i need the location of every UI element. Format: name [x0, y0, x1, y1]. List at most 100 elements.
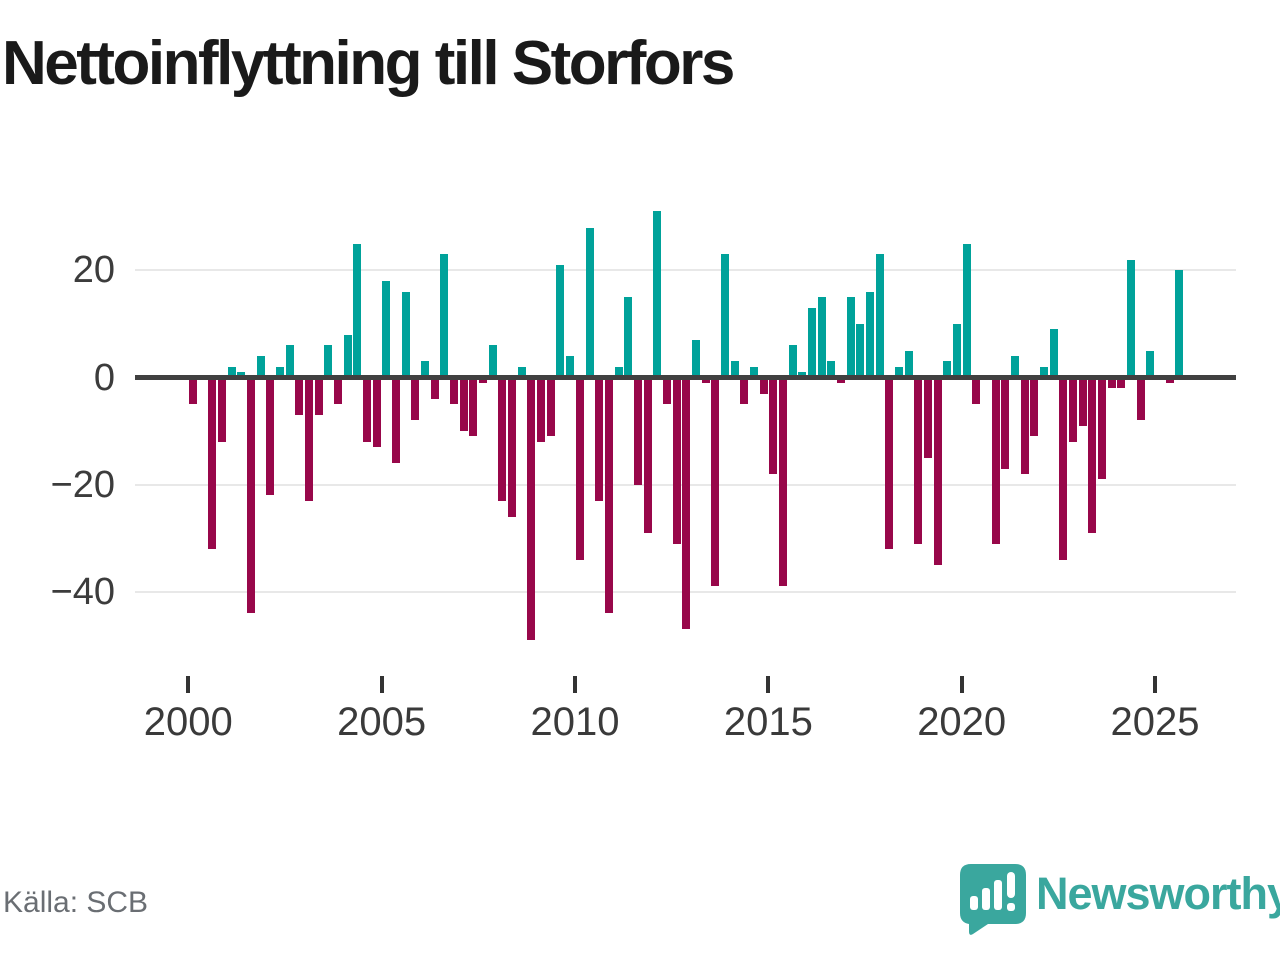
bar-positive [653, 211, 662, 378]
bar-positive [943, 361, 952, 378]
bar-negative [575, 377, 584, 560]
bar-negative [498, 377, 507, 501]
bar-negative [662, 377, 671, 405]
bar-negative [527, 377, 536, 640]
bar-negative [836, 377, 845, 383]
bar-positive [227, 366, 236, 378]
bar-negative [479, 377, 488, 383]
bar-negative [759, 377, 768, 394]
bar-negative [1097, 377, 1106, 480]
bar-positive [720, 254, 729, 378]
bar-negative [885, 377, 894, 549]
bar-positive [1010, 356, 1019, 378]
bar-positive [807, 307, 816, 378]
bar-positive [749, 366, 758, 378]
bar-negative [459, 377, 468, 432]
bar-negative [392, 377, 401, 464]
bar-positive [614, 366, 623, 378]
x-axis-tick [1153, 676, 1158, 693]
bar-positive [1049, 329, 1058, 378]
bar-negative [701, 377, 710, 383]
bar-positive [488, 345, 497, 378]
x-axis-tick [959, 676, 964, 693]
chart-title: Nettoinflyttning till Storfors [2, 29, 735, 98]
y-axis-label: −40 [50, 570, 115, 613]
newsworthy-logo: Newsworthy [958, 860, 1280, 936]
bar-positive [237, 372, 246, 378]
bar-positive [730, 361, 739, 378]
bar-negative [633, 377, 642, 485]
x-axis-label: 2010 [530, 700, 620, 744]
bar-negative [933, 377, 942, 565]
bar-negative [682, 377, 691, 630]
bar-positive [440, 254, 449, 378]
x-axis-tick [186, 676, 191, 693]
bar-positive [256, 356, 265, 378]
bar-negative [266, 377, 275, 496]
bar-positive [817, 297, 826, 378]
bar-negative [546, 377, 555, 437]
bar-negative [991, 377, 1000, 544]
bar-positive [962, 243, 971, 378]
bar-negative [1001, 377, 1010, 469]
bar-negative [740, 377, 749, 405]
bar-positive [1126, 259, 1135, 378]
bar-negative [1107, 377, 1116, 389]
bar-negative [1068, 377, 1077, 442]
bar-positive [324, 345, 333, 378]
bar-positive [421, 361, 430, 378]
bar-negative [189, 377, 198, 405]
bar-negative [1030, 377, 1039, 437]
gridline [135, 269, 1236, 272]
bar-positive [401, 291, 410, 378]
bar-negative [769, 377, 778, 474]
bar-negative [247, 377, 256, 614]
bar-positive [1039, 366, 1048, 378]
bar-positive [624, 297, 633, 378]
x-axis-label: 2000 [143, 700, 233, 744]
bar-negative [305, 377, 314, 501]
bar-negative [218, 377, 227, 442]
bar-negative [508, 377, 517, 517]
bar-negative [1136, 377, 1145, 421]
bar-positive [1175, 270, 1184, 378]
bar-positive [952, 323, 961, 378]
x-axis-label: 2025 [1110, 700, 1200, 744]
bar-positive [904, 350, 913, 378]
x-axis-tick [573, 676, 577, 693]
bar-positive [798, 372, 807, 378]
bar-positive [788, 345, 797, 378]
bar-negative [604, 377, 613, 614]
bar-negative [314, 377, 323, 415]
bar-negative [595, 377, 604, 501]
bar-negative [778, 377, 787, 587]
newsworthy-logo-text: Newsworthy [1036, 868, 1280, 919]
source-note: Källa: SCB [3, 886, 149, 919]
bar-negative [1059, 377, 1068, 560]
x-axis-tick [766, 676, 771, 693]
bar-positive [382, 281, 391, 378]
bar-positive [691, 340, 700, 378]
x-axis-label: 2020 [917, 700, 1007, 744]
bar-positive [285, 345, 294, 378]
bar-positive [856, 323, 865, 378]
bar-negative [1088, 377, 1097, 533]
bar-positive [353, 243, 362, 378]
bar-positive [865, 291, 874, 378]
newsworthy-logo-icon [960, 864, 1026, 935]
bar-positive [276, 366, 285, 378]
bar-negative [1020, 377, 1029, 474]
x-axis-label: 2015 [723, 700, 813, 744]
y-axis-label: 0 [93, 356, 115, 399]
bar-negative [411, 377, 420, 421]
y-axis-label: −20 [50, 463, 115, 506]
bar-negative [914, 377, 923, 544]
bar-positive [585, 227, 594, 378]
bar-positive [894, 366, 903, 378]
y-axis-label: 20 [72, 249, 115, 292]
bar-negative [334, 377, 343, 405]
bar-positive [566, 356, 575, 378]
bar-positive [556, 265, 565, 378]
bar-positive [517, 366, 526, 378]
